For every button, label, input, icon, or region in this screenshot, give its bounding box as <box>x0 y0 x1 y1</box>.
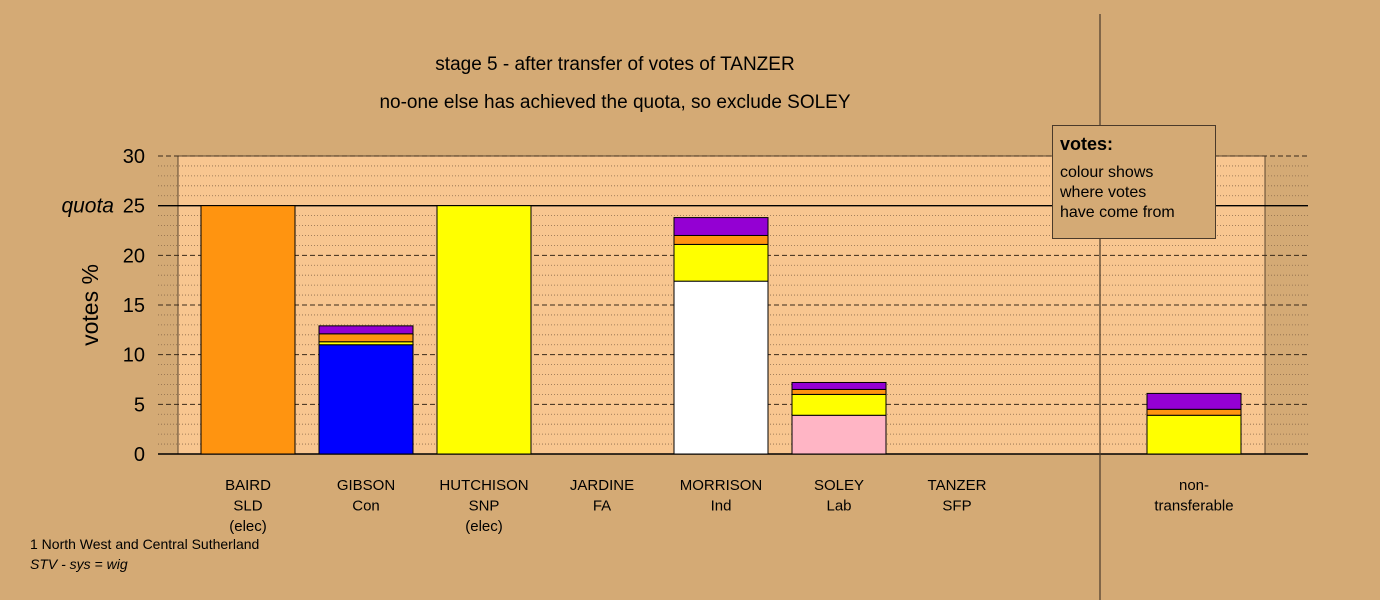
category-label: MORRISON <box>680 477 763 494</box>
bar-segment <box>791 393 887 416</box>
bar-segment <box>318 344 414 455</box>
category-label: GIBSON <box>337 477 395 494</box>
y-tick-label: 15 <box>123 295 145 317</box>
bar-segment <box>1146 408 1242 416</box>
bar-segment <box>673 234 769 245</box>
footer-system: STV - sys = wig <box>30 556 128 572</box>
y-tick-label: 20 <box>123 245 145 267</box>
category-label: BAIRD <box>225 477 271 494</box>
category-label: JARDINE <box>570 477 634 494</box>
category-label: SOLEY <box>814 477 864 494</box>
y-tick-label: 5 <box>134 394 145 416</box>
category-label: Ind <box>711 498 732 515</box>
bar-segment <box>791 388 887 395</box>
bar-segment <box>673 243 769 282</box>
legend-line-3: have come from <box>1060 204 1175 221</box>
category-label: (elec) <box>465 518 503 535</box>
legend-line-2: where votes <box>1060 184 1147 201</box>
y-tick-label: 30 <box>123 146 145 168</box>
legend-box: votes: colour shows where votes have com… <box>1052 125 1216 239</box>
category-label: Con <box>352 498 380 515</box>
quota-label: quota <box>61 195 114 218</box>
chart-title: stage 5 - after transfer of votes of TAN… <box>435 54 795 75</box>
category-label: (elec) <box>229 518 267 535</box>
bar-segment <box>1146 414 1242 455</box>
bar-segment <box>200 205 296 455</box>
category-label: SFP <box>942 498 971 515</box>
category-label: HUTCHISON <box>439 477 528 494</box>
y-tick-label: 0 <box>134 444 145 466</box>
category-label: TANZER <box>928 477 987 494</box>
category-label: non- <box>1179 477 1209 494</box>
bar-segment <box>436 205 532 455</box>
legend-heading: votes: <box>1060 134 1114 154</box>
bar-segment <box>318 325 414 335</box>
y-axis-label: votes % <box>77 264 103 346</box>
legend-line-1: colour shows <box>1060 164 1154 181</box>
category-label: SLD <box>233 498 262 515</box>
category-label: FA <box>593 498 611 515</box>
y-tick-label: 25 <box>123 196 145 218</box>
chart-subtitle: no-one else has achieved the quota, so e… <box>379 92 851 113</box>
category-label: Lab <box>826 498 851 515</box>
y-tick-label: 10 <box>123 345 145 367</box>
category-label: SNP <box>469 498 500 515</box>
bar-segment <box>318 333 414 343</box>
bar-segment <box>673 217 769 236</box>
footer-constituency: 1 North West and Central Sutherland <box>30 536 260 552</box>
bar-segment <box>1146 392 1242 410</box>
bar-segment <box>791 414 887 455</box>
bar-segment <box>673 280 769 455</box>
bar-segment <box>791 381 887 390</box>
category-label: transferable <box>1154 498 1233 515</box>
